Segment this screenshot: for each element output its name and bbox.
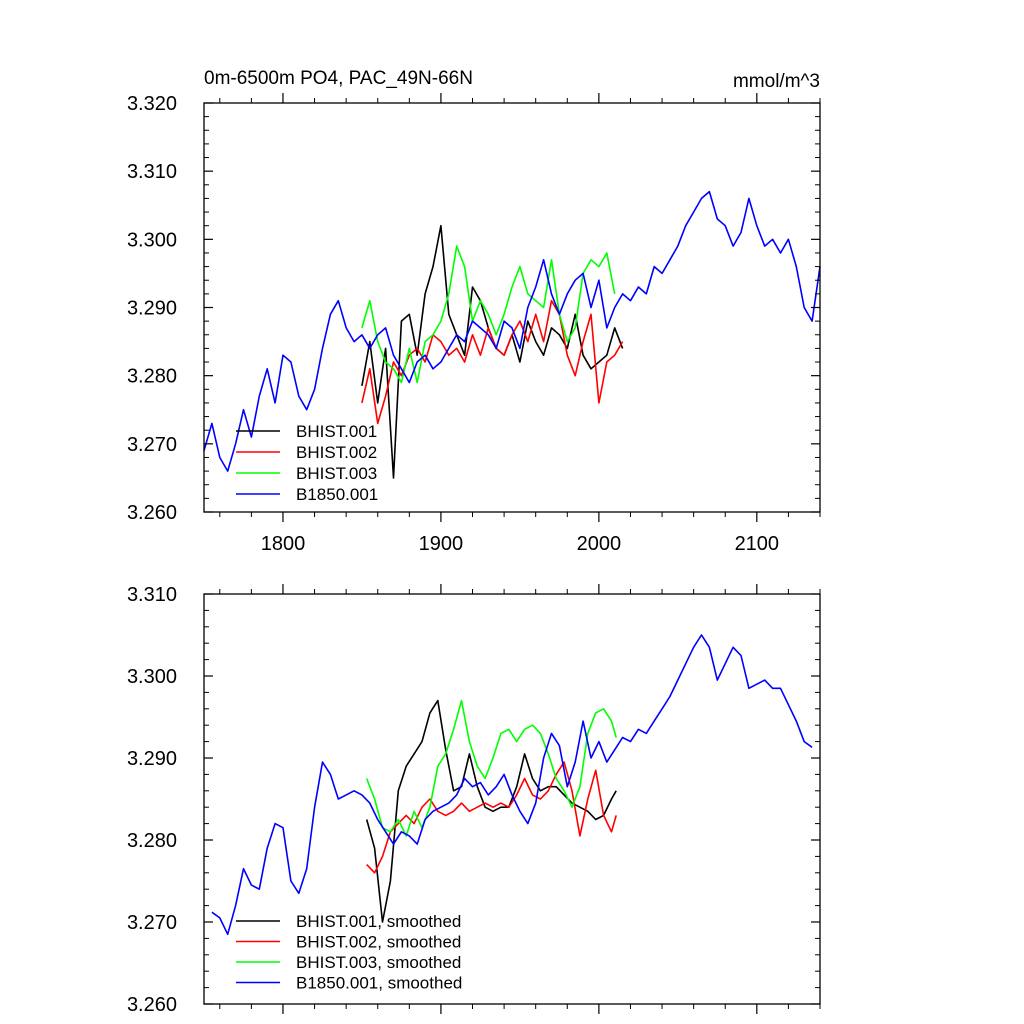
bottom-panel: 3.260 3.270 3.280 3.290 3.300 3.310 BHIST.001,… (127, 584, 821, 1016)
y-tick-label: 3.320 (127, 93, 177, 115)
legend-label: B1850.001 (296, 485, 378, 504)
legend-label: BHIST.002, smoothed (296, 933, 461, 952)
series-line-bhist-002 (361, 299, 624, 425)
x-tick-label: 2000 (577, 533, 622, 555)
legend-label: BHIST.002 (296, 443, 377, 462)
series-line-bhist-001 (365, 699, 617, 923)
legend-label: B1850.001, smoothed (296, 974, 462, 993)
y-tick-label: 3.270 (127, 912, 177, 934)
y-tick-label: 3.290 (127, 748, 177, 770)
series-line-bhist-003 (365, 699, 617, 837)
series-line-bhist-003 (361, 245, 616, 384)
legend-label: BHIST.001, smoothed (296, 912, 461, 931)
series-line-bhist-002 (366, 761, 617, 874)
series-line-b1850-001 (211, 634, 813, 936)
y-tick-label: 3.300 (127, 229, 177, 251)
y-tick-label: 3.300 (127, 666, 177, 688)
legend-label: BHIST.003 (296, 464, 377, 483)
series-line-b1850-001 (203, 190, 821, 472)
top-panel: 3.260 3.270 3.280 3.290 3.300 3.310 3.320 1800 1… (127, 93, 821, 555)
y-tick-label: 3.310 (127, 584, 177, 606)
plot-frame (203, 593, 821, 1005)
series-line-bhist-001 (361, 224, 624, 479)
y-tick-label: 3.280 (127, 366, 177, 388)
units-label: mmol/m^3 (733, 71, 820, 92)
legend-label: BHIST.003, smoothed (296, 953, 461, 972)
y-tick-label: 3.260 (127, 502, 177, 524)
legend-label: BHIST.001 (296, 422, 377, 441)
y-tick-label: 3.280 (127, 830, 177, 852)
y-tick-label: 3.270 (127, 434, 177, 456)
x-tick-label: 1800 (261, 533, 306, 555)
x-tick-label: 2100 (735, 533, 780, 555)
y-tick-label: 3.310 (127, 161, 177, 183)
chart-title: 0m-6500m PO4, PAC_49N-66N (204, 68, 473, 89)
x-tick-label: 1900 (419, 533, 464, 555)
y-tick-label: 3.290 (127, 298, 177, 320)
y-tick-label: 3.260 (127, 994, 177, 1016)
